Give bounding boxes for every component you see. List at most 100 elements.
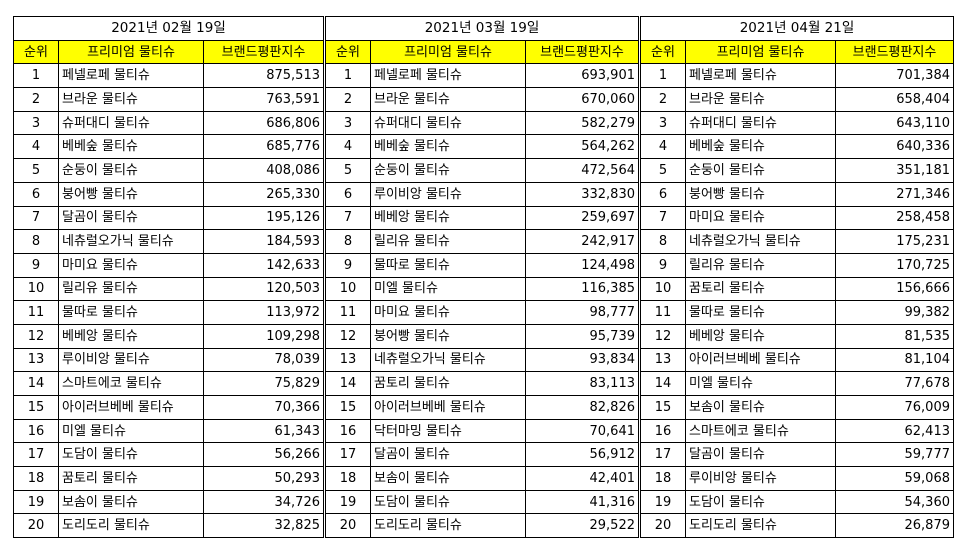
brand-cell: 순둥이 물티슈 [685,158,836,183]
index-cell: 170,725 [835,252,954,278]
index-cell: 54,360 [835,489,954,515]
rank-cell: 1 [640,63,686,89]
table-row: 20 도리도리 물티슈 29,522 [325,513,639,538]
index-cell: 42,401 [525,466,639,491]
rank-cell: 17 [13,442,59,468]
index-cell: 701,384 [835,63,954,89]
header-brand: 프리미엄 물티슈 [370,39,526,65]
index-cell: 120,503 [203,276,324,302]
rank-cell: 2 [325,87,371,112]
table-row: 19 도담이 물티슈 41,316 [325,489,639,515]
index-cell: 124,498 [525,252,639,278]
brand-cell: 순둥이 물티슈 [370,158,526,183]
brand-cell: 브라운 물티슈 [370,87,526,112]
table-row: 6 루이비앙 물티슈 332,830 [325,181,639,207]
rank-cell: 14 [640,371,686,396]
table-row: 7 베베앙 물티슈 259,697 [325,205,639,231]
index-cell: 29,522 [525,513,639,538]
rank-cell: 4 [325,134,371,160]
table-row: 5 순둥이 물티슈 472,564 [325,158,639,183]
table-row: 11 물따로 물티슈 99,382 [640,300,954,325]
table-row: 14 꿈토리 물티슈 83,113 [325,371,639,396]
rank-cell: 6 [13,181,59,207]
table-row: 9 릴리유 물티슈 170,725 [640,252,954,278]
header-brand: 프리미엄 물티슈 [685,39,836,65]
brand-cell: 페넬로페 물티슈 [370,63,526,89]
table-body: 2021년 02월 19일 순위 프리미엄 물티슈 브랜드평판지수 1 페넬로페 물티슈 8… [13,16,324,538]
table-row: 15 아이러브베베 물티슈 82,826 [325,395,639,420]
table-row: 6 붕어빵 물티슈 271,346 [640,181,954,207]
table-row: 3 슈퍼대디 물티슈 582,279 [325,110,639,136]
index-cell: 77,678 [835,371,954,396]
brand-cell: 달곰이 물티슈 [685,442,836,468]
brand-cell: 물따로 물티슈 [58,300,204,325]
brand-cell: 마미요 물티슈 [58,252,204,278]
rank-cell: 17 [640,442,686,468]
index-cell: 56,912 [525,442,639,468]
table-date: 2021년 03월 19일 [325,16,639,41]
rank-cell: 13 [13,347,59,373]
table-row: 8 릴리유 물티슈 242,917 [325,229,639,254]
table-row: 10 미엘 물티슈 116,385 [325,276,639,302]
index-cell: 59,068 [835,466,954,491]
brand-cell: 순둥이 물티슈 [58,158,204,183]
index-cell: 56,266 [203,442,324,468]
brand-cell: 물따로 물티슈 [370,252,526,278]
table-row: 3 슈퍼대디 물티슈 686,806 [13,110,324,136]
rank-cell: 7 [325,205,371,231]
rank-cell: 20 [325,513,371,538]
index-cell: 175,231 [835,229,954,254]
index-cell: 658,404 [835,87,954,112]
table-row: 11 마미요 물티슈 98,777 [325,300,639,325]
table-row: 16 스마트에코 물티슈 62,413 [640,418,954,444]
index-cell: 98,777 [525,300,639,325]
index-cell: 78,039 [203,347,324,373]
rank-cell: 12 [325,323,371,349]
brand-cell: 루이비앙 물티슈 [58,347,204,373]
index-cell: 156,666 [835,276,954,302]
brand-cell: 보솜이 물티슈 [685,395,836,420]
index-cell: 83,113 [525,371,639,396]
index-cell: 113,972 [203,300,324,325]
brand-cell: 릴리유 물티슈 [370,229,526,254]
brand-cell: 베베숲 물티슈 [58,134,204,160]
rank-cell: 14 [325,371,371,396]
table-row: 16 미엘 물티슈 61,343 [13,418,324,444]
index-cell: 99,382 [835,300,954,325]
rank-cell: 8 [13,229,59,254]
table-body: 2021년 03월 19일 순위 프리미엄 물티슈 브랜드평판지수 1 페넬로페 물티슈 6… [325,16,639,538]
index-cell: 76,009 [835,395,954,420]
index-cell: 258,458 [835,205,954,231]
table-row: 2 브라운 물티슈 670,060 [325,87,639,112]
table-row: 18 꿈토리 물티슈 50,293 [13,466,324,491]
rank-cell: 4 [640,134,686,160]
rank-cell: 20 [640,513,686,538]
table-row: 4 베베숲 물티슈 685,776 [13,134,324,160]
brand-cell: 스마트에코 물티슈 [58,371,204,396]
table-row: 13 루이비앙 물티슈 78,039 [13,347,324,373]
brand-cell: 달곰이 물티슈 [58,205,204,231]
index-cell: 50,293 [203,466,324,491]
brand-cell: 페넬로페 물티슈 [58,63,204,89]
rank-cell: 5 [640,158,686,183]
header-index: 브랜드평판지수 [203,39,324,65]
brand-cell: 루이비앙 물티슈 [370,181,526,207]
header-rank: 순위 [325,39,371,65]
index-cell: 59,777 [835,442,954,468]
rank-cell: 16 [13,418,59,444]
rank-cell: 16 [640,418,686,444]
index-cell: 62,413 [835,418,954,444]
brand-cell: 달곰이 물티슈 [370,442,526,468]
brand-cell: 베베앙 물티슈 [58,323,204,349]
index-cell: 61,343 [203,418,324,444]
rank-cell: 20 [13,513,59,538]
table-row: 20 도리도리 물티슈 32,825 [13,513,324,538]
table-row: 5 순둥이 물티슈 351,181 [640,158,954,183]
brand-cell: 꿈토리 물티슈 [685,276,836,302]
index-cell: 259,697 [525,205,639,231]
rank-cell: 17 [325,442,371,468]
table-row: 2 브라운 물티슈 658,404 [640,87,954,112]
rank-cell: 11 [325,300,371,325]
header-index: 브랜드평판지수 [835,39,954,65]
rank-cell: 3 [325,110,371,136]
